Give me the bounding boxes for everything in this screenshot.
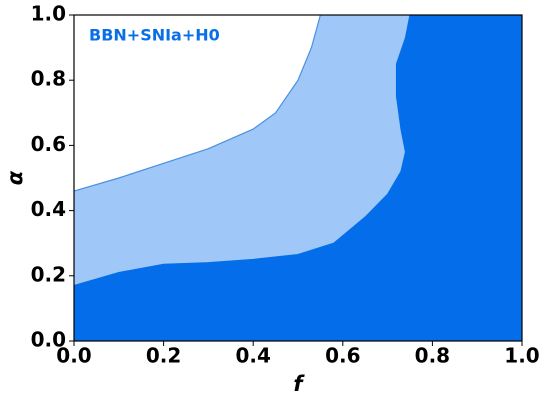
x-tick-label: 0.4 xyxy=(235,344,270,368)
x-tick-label: 0.8 xyxy=(415,344,450,368)
y-tick-label: 0.8 xyxy=(31,67,66,91)
y-tick-label: 0.2 xyxy=(31,262,66,286)
y-tick-label: 0.6 xyxy=(31,132,66,156)
x-tick-label: 0.0 xyxy=(56,344,91,368)
contour-line xyxy=(73,14,411,287)
region xyxy=(74,15,522,341)
x-tick-label: 0.6 xyxy=(325,344,360,368)
y-tick-label: 1.0 xyxy=(31,2,66,26)
x-tick-label: 1.0 xyxy=(504,344,539,368)
frame xyxy=(73,14,523,342)
y-tick-label: 0.0 xyxy=(31,328,66,352)
x-axis-label: f xyxy=(293,372,305,396)
y-tick-label: 0.4 xyxy=(31,197,66,221)
contour-line xyxy=(73,14,321,192)
plot-area xyxy=(73,14,522,341)
x-tick-label: 0.2 xyxy=(146,344,181,368)
y-axis-label: α xyxy=(3,170,27,185)
annotation: BBN+SNIa+H0 xyxy=(89,26,220,45)
